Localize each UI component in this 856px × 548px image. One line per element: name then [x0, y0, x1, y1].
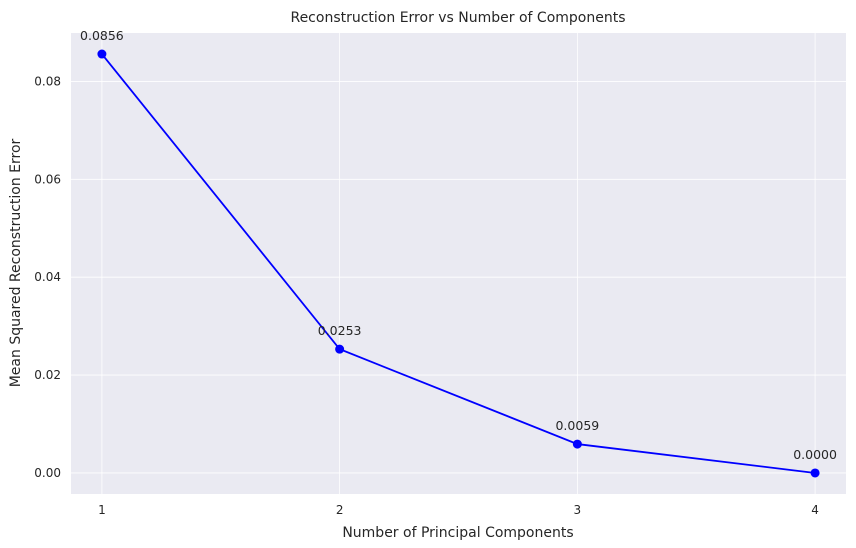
x-axis-label: Number of Principal Components: [342, 525, 573, 541]
y-tick-label: 0.02: [34, 368, 61, 382]
data-label: 0.0000: [793, 447, 837, 462]
x-tick-label: 2: [336, 503, 344, 517]
y-ticks: 0.00 0.02 0.04 0.06 0.08: [34, 74, 61, 480]
data-label: 0.0253: [318, 323, 362, 338]
plot-background: [71, 33, 846, 494]
y-tick-label: 0.00: [34, 466, 61, 480]
series-layer: [97, 49, 820, 478]
y-axis-label: Mean Squared Reconstruction Error: [8, 138, 24, 387]
grid: [71, 33, 846, 494]
y-tick-label: 0.08: [34, 74, 61, 88]
data-point: [335, 344, 345, 354]
data-label-layer: 0.0856 0.0253 0.0059 0.0000: [80, 28, 837, 462]
data-point: [810, 468, 820, 478]
x-tick-label: 4: [811, 503, 819, 517]
data-point: [572, 439, 582, 449]
data-label: 0.0856: [80, 28, 124, 43]
series-line: [101, 53, 816, 474]
data-point: [97, 49, 107, 59]
x-ticks: 1 2 3 4: [98, 503, 819, 517]
x-tick-label: 1: [98, 503, 106, 517]
y-tick-label: 0.06: [34, 172, 61, 186]
data-label: 0.0059: [555, 418, 599, 433]
y-tick-label: 0.04: [34, 270, 61, 284]
chart-title: Reconstruction Error vs Number of Compon…: [290, 10, 625, 26]
x-tick-label: 3: [574, 503, 582, 517]
